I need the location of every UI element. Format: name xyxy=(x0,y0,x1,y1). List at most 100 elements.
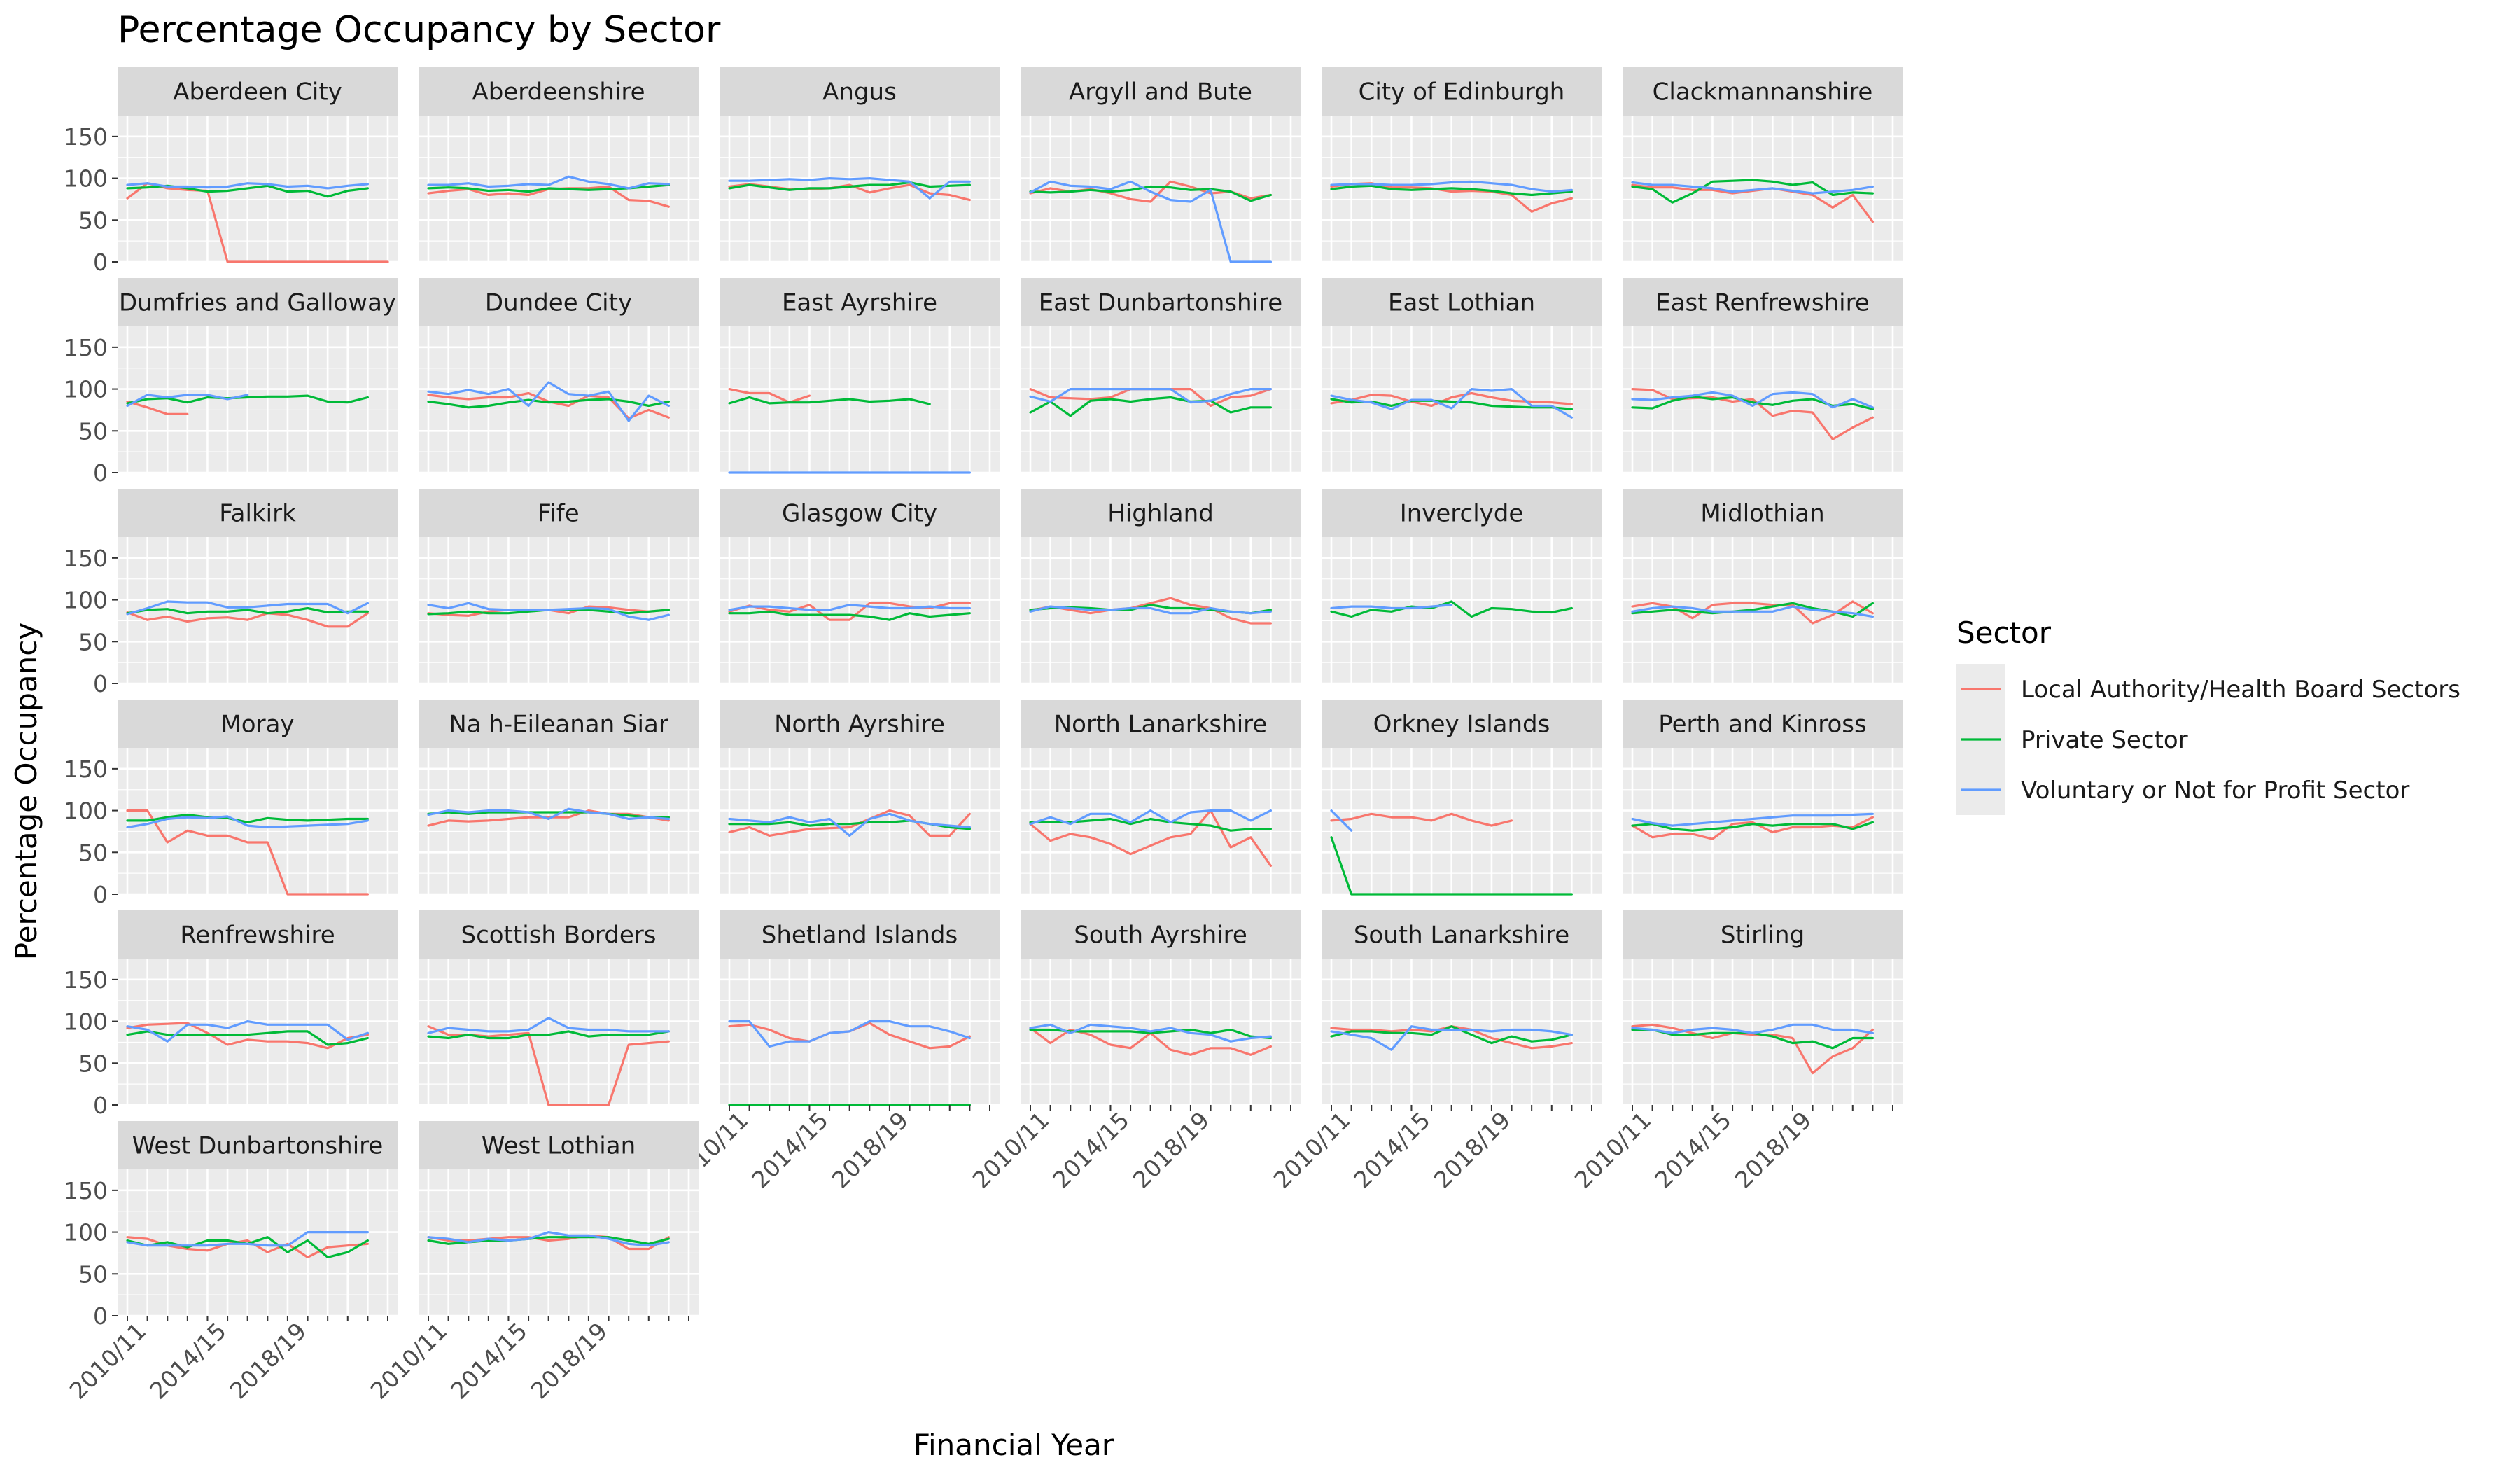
strip-angus xyxy=(720,67,1000,116)
y-tick-label: 50 xyxy=(78,839,108,866)
y-axis-title: Percentage Occupancy xyxy=(9,623,43,960)
series-line-voluntary-highland xyxy=(1029,605,1273,615)
y-tick-label: 0 xyxy=(93,670,108,697)
strip-label-east-dunbartonshire: East Dunbartonshire xyxy=(1039,289,1282,317)
strip-label-glasgow-city: Glasgow City xyxy=(782,500,937,528)
legend-item-voluntary-or-not-for-profit-sector: Voluntary or Not for Profit Sector xyxy=(1956,765,2409,815)
series-line-voluntary-midlothian xyxy=(1631,605,1874,618)
strip-south-lanarkshire xyxy=(1322,910,1602,959)
plot-bg-perth-and-kinross xyxy=(1623,748,1903,894)
series-line-voluntary-renfrewshire xyxy=(126,1020,370,1043)
panel-aberdeen-city: Aberdeen City 0 50 100 150 xyxy=(64,67,398,276)
panel-angus: Angus xyxy=(720,67,1000,263)
strip-fife xyxy=(419,489,699,537)
y-tick-label: 150 xyxy=(64,123,108,151)
strip-north-lanarkshire xyxy=(1021,700,1301,748)
series-line-voluntary-south-lanarkshire xyxy=(1330,1025,1573,1051)
strip-label-west-lothian: West Lothian xyxy=(482,1132,636,1160)
series-line-la-highland xyxy=(1029,597,1273,625)
plot-bg-aberdeen-city xyxy=(118,116,398,262)
series-line-voluntary-east-dunbartonshire xyxy=(1029,387,1273,404)
series-line-private-na-h-eileanan-siar xyxy=(427,811,671,819)
series-line-voluntary-scottish-borders xyxy=(427,1017,671,1034)
x-tick-label: 2010/11 xyxy=(1268,1106,1356,1194)
y-tick-label: 150 xyxy=(64,334,108,361)
plot-bg-falkirk xyxy=(118,537,398,683)
strip-label-highland: Highland xyxy=(1107,500,1214,528)
strip-label-renfrewshire: Renfrewshire xyxy=(180,922,335,950)
panel-aberdeenshire: Aberdeenshire xyxy=(419,67,699,263)
y-tick-label: 150 xyxy=(64,545,108,572)
series-line-private-clackmannanshire xyxy=(1631,179,1874,204)
strip-label-south-lanarkshire: South Lanarkshire xyxy=(1354,922,1569,950)
strip-label-moray: Moray xyxy=(220,711,294,739)
series-line-voluntary-dundee-city xyxy=(427,381,671,422)
strip-label-argyll-and-bute: Argyll and Bute xyxy=(1069,78,1252,106)
strip-falkirk xyxy=(118,489,398,537)
series-line-la-east-lothian xyxy=(1330,391,1573,408)
series-line-voluntary-falkirk xyxy=(126,600,370,616)
x-tick-label: 2014/15 xyxy=(445,1317,533,1405)
strip-east-renfrewshire xyxy=(1623,278,1903,326)
y-tick-label: 50 xyxy=(78,207,108,234)
series-line-la-glasgow-city xyxy=(728,602,972,621)
y-tick-label: 100 xyxy=(64,1008,108,1036)
series-line-private-angus xyxy=(728,181,972,191)
strip-dumfries-and-galloway xyxy=(118,278,398,326)
strip-label-shetland-islands: Shetland Islands xyxy=(762,922,958,950)
x-tick-label: 2018/19 xyxy=(1128,1106,1215,1194)
strip-label-scottish-borders: Scottish Borders xyxy=(461,922,657,950)
x-tick-label: 2018/19 xyxy=(827,1106,914,1194)
strip-west-dunbartonshire xyxy=(118,1121,398,1169)
legend-item-private-sector: Private Sector xyxy=(1956,714,2188,765)
series-line-private-north-lanarkshire xyxy=(1029,817,1273,832)
series-line-la-dumfries-and-galloway xyxy=(126,400,189,416)
series-line-voluntary-na-h-eileanan-siar xyxy=(427,807,671,821)
x-tick-label: 2018/19 xyxy=(225,1317,312,1405)
series-line-la-na-h-eileanan-siar xyxy=(427,809,671,827)
series-line-voluntary-west-dunbartonshire xyxy=(126,1230,370,1247)
strip-label-south-ayrshire: South Ayrshire xyxy=(1074,922,1247,950)
series-line-la-orkney-islands xyxy=(1330,812,1513,827)
series-line-voluntary-angus xyxy=(728,177,972,200)
x-tick-label: 2014/15 xyxy=(1047,1106,1135,1194)
strip-highland xyxy=(1021,489,1301,537)
x-tick-label: 2018/19 xyxy=(1730,1106,1817,1194)
strip-shetland-islands xyxy=(720,910,1000,959)
series-line-voluntary-glasgow-city xyxy=(728,604,972,611)
strip-label-inverclyde: Inverclyde xyxy=(1400,500,1524,528)
strip-label-na-h-eileanan-siar: Na h-Eileanan Siar xyxy=(449,711,668,739)
series-line-private-perth-and-kinross xyxy=(1631,821,1874,832)
plot-bg-orkney-islands xyxy=(1322,748,1602,894)
strip-label-aberdeenshire: Aberdeenshire xyxy=(472,78,645,106)
series-line-voluntary-clackmannanshire xyxy=(1631,181,1874,195)
series-line-voluntary-south-ayrshire xyxy=(1029,1023,1273,1043)
strip-label-dumfries-and-galloway: Dumfries and Galloway xyxy=(119,289,396,317)
strip-midlothian xyxy=(1623,489,1903,537)
panel-east-renfrewshire: East Renfrewshire xyxy=(1623,278,1903,474)
series-line-voluntary-inverclyde xyxy=(1330,604,1453,610)
strip-perth-and-kinross xyxy=(1623,700,1903,748)
panel-clackmannanshire: Clackmannanshire xyxy=(1623,67,1903,263)
strip-aberdeenshire xyxy=(419,67,699,116)
series-line-voluntary-orkney-islands xyxy=(1330,809,1353,832)
strip-renfrewshire xyxy=(118,910,398,959)
series-line-voluntary-dumfries-and-galloway xyxy=(126,394,249,408)
series-line-voluntary-east-renfrewshire xyxy=(1631,391,1874,409)
series-line-private-glasgow-city xyxy=(728,610,972,621)
y-tick-label: 100 xyxy=(64,798,108,825)
panel-highland: Highland xyxy=(1021,489,1301,685)
x-axis-title: Financial Year xyxy=(913,1428,1114,1462)
series-line-voluntary-aberdeen-city xyxy=(126,182,370,190)
y-tick-label: 50 xyxy=(78,628,108,655)
panel-scottish-borders: Scottish Borders xyxy=(419,910,699,1106)
legend-label: Local Authority/Health Board Sectors xyxy=(2021,676,2460,704)
strip-label-perth-and-kinross: Perth and Kinross xyxy=(1658,711,1866,739)
series-line-voluntary-aberdeenshire xyxy=(427,175,671,190)
strip-label-fife: Fife xyxy=(538,500,579,528)
y-tick-label: 150 xyxy=(64,966,108,994)
series-line-voluntary-perth-and-kinross xyxy=(1631,812,1874,827)
legend: Sector Local Authority/Health Board Sect… xyxy=(1956,616,2460,815)
